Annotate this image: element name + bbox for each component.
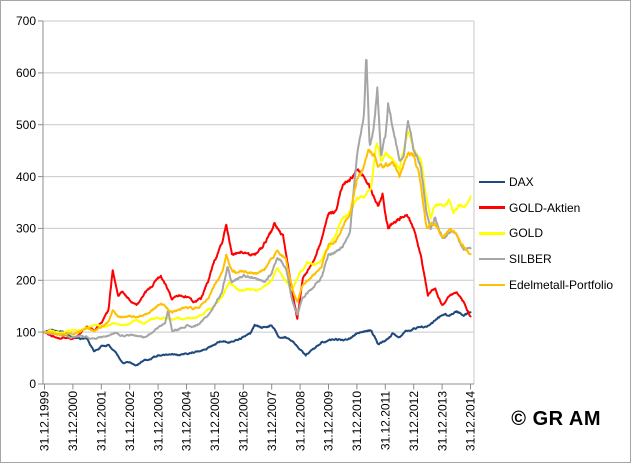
legend-swatch — [479, 232, 505, 235]
x-tick-label: 31.12.2010 — [350, 391, 364, 451]
x-tick-label: 31.12.2004 — [180, 391, 194, 451]
x-tick-label: 31.12.2001 — [95, 391, 109, 451]
x-tick-label: 31.12.2005 — [208, 391, 222, 451]
x-tick-label: 31.12.2000 — [66, 391, 80, 451]
x-tick-label: 31.12.2006 — [237, 391, 251, 451]
y-tick-label: 500 — [16, 118, 36, 132]
series-line-GOLD-Aktien — [43, 168, 472, 341]
legend-label: GOLD-Aktien — [509, 200, 581, 215]
y-tick-label: 400 — [16, 170, 36, 184]
legend-item-SILBER: SILBER — [479, 252, 552, 266]
x-tick-label: 31.12.2008 — [293, 391, 307, 451]
legend-item-GOLD: GOLD — [479, 226, 543, 240]
legend-swatch — [479, 206, 505, 209]
x-tick-label: 31.12.2011 — [379, 391, 393, 450]
series-line-DAX — [43, 310, 472, 367]
legend-label: Edelmetall-Portfolio — [509, 277, 614, 292]
legend-label: DAX — [509, 175, 534, 189]
series-line-SILBER — [43, 59, 472, 340]
legend-swatch — [479, 283, 505, 286]
y-tick-label: 700 — [16, 14, 36, 28]
x-tick-label: 31.12.2002 — [123, 391, 137, 451]
legend-label: GOLD — [509, 226, 544, 241]
y-tick-label: 600 — [16, 66, 36, 80]
legend-label: SILBER — [509, 252, 552, 267]
series-line-Edelmetall-Portfolio — [43, 148, 472, 336]
legend-swatch — [479, 180, 505, 184]
series-line-GOLD — [43, 130, 472, 334]
y-tick-label: 300 — [16, 222, 36, 236]
legend: DAX GOLD-Aktien GOLD SILBER Edelmetall-Portf… — [479, 171, 629, 301]
x-tick-label: 31.12.2013 — [435, 391, 449, 451]
x-tick-label: 31.12.2007 — [265, 391, 279, 451]
y-tick-label: 200 — [16, 274, 36, 288]
y-tick-label: 0 — [29, 377, 36, 391]
legend-item-GOLD-Aktien: GOLD-Aktien — [479, 201, 580, 215]
x-tick-label: 31.12.2012 — [407, 391, 421, 451]
x-tick-label: 31.12.2014 — [464, 391, 478, 451]
legend-swatch — [479, 257, 505, 261]
x-tick-label: 31.12.1999 — [38, 391, 52, 451]
watermark: © GR AM — [511, 408, 601, 430]
legend-item-DAX: DAX — [479, 175, 534, 189]
x-tick-label: 31.12.2003 — [151, 391, 165, 451]
x-tick-label: 31.12.2009 — [322, 391, 336, 451]
y-tick-label: 100 — [16, 325, 36, 339]
legend-item-Edelmetall-Portfolio: Edelmetall-Portfolio — [479, 278, 613, 292]
